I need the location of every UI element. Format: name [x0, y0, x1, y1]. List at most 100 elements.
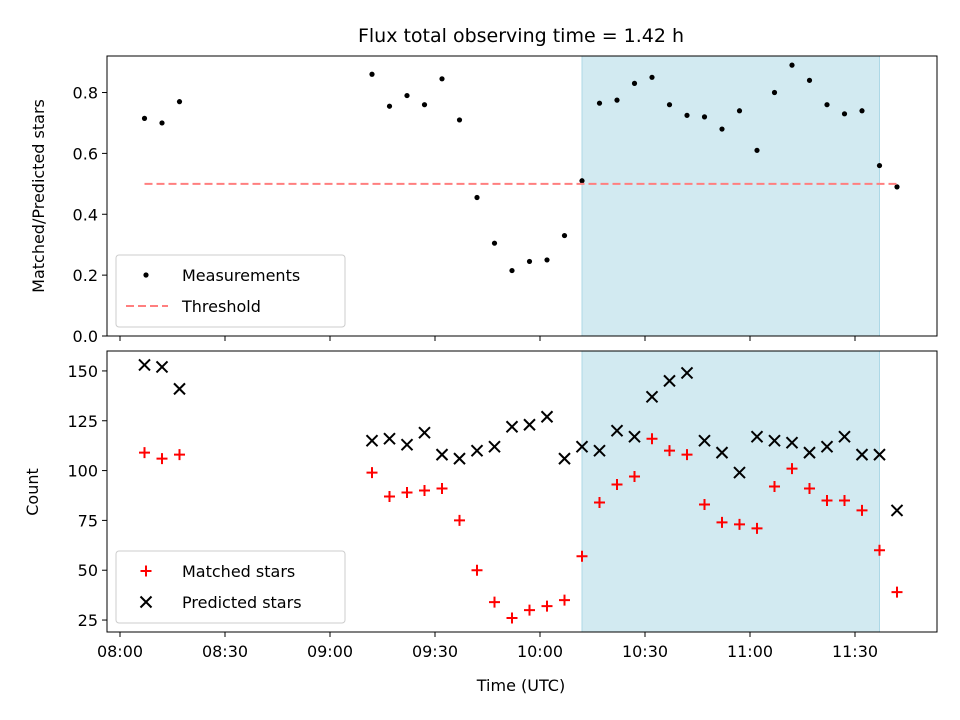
measurement-point: [894, 184, 900, 190]
matched-star-point: [716, 516, 728, 528]
matched-star-point: [139, 447, 150, 459]
measurement-point: [141, 115, 148, 121]
x-tick-label: 08:00: [97, 642, 143, 661]
x-tick-label: 10:00: [517, 642, 563, 661]
predicted-star-point: [628, 430, 641, 443]
predicted-star-point: [488, 440, 501, 453]
y-axis-label-ratio: Matched/Predicted stars: [29, 99, 48, 293]
x-axis-label: Time (UTC): [476, 676, 565, 695]
predicted-star-point: [803, 446, 816, 459]
predicted-star-point: [838, 430, 851, 443]
y-tick-label: 125: [67, 412, 98, 431]
predicted-star-point: [663, 374, 676, 388]
matched-star-point: [541, 600, 553, 612]
matched-star-point: [681, 449, 693, 461]
predicted-star-point: [785, 436, 799, 449]
measurement-point: [771, 89, 778, 96]
matched-star-point: [804, 483, 815, 495]
measurement-point: [789, 62, 795, 68]
measurement-point: [841, 111, 848, 117]
matched-star-point: [856, 504, 868, 516]
x-tick-label: 08:30: [202, 642, 248, 661]
matched-star-point: [506, 612, 518, 624]
legend-label: Measurements: [182, 266, 300, 285]
predicted-star-point: [715, 446, 729, 459]
matched-star-point: [489, 596, 500, 608]
measurement-point: [439, 76, 445, 82]
matched-star-point: [629, 471, 640, 483]
measurement-point: [421, 102, 428, 108]
measurement-point: [404, 92, 410, 99]
measurement-point: [369, 71, 375, 77]
measurement-point: [754, 147, 760, 153]
predicted-star-point: [645, 390, 659, 404]
legend-x-icon: [139, 595, 153, 609]
predicted-star-point: [365, 434, 379, 447]
x-tick-label: 10:30: [622, 642, 668, 661]
y-tick-label: 0.8: [73, 84, 98, 103]
legend-plus-icon: [140, 565, 152, 577]
measurement-point: [386, 103, 393, 109]
matched-star-point: [419, 485, 430, 497]
measurement-point: [159, 120, 165, 126]
measurement-point: [649, 74, 655, 80]
predicted-star-point: [400, 438, 414, 451]
matched-star-point: [769, 481, 780, 493]
predicted-star-point: [610, 424, 624, 437]
y-tick-label: 100: [67, 462, 98, 481]
measurement-point: [526, 258, 533, 265]
y-tick-label: 0.6: [73, 144, 98, 163]
measurement-point: [456, 117, 463, 123]
matched-star-point: [874, 544, 885, 556]
predicted-star-point: [453, 452, 466, 465]
y-tick-label: 50: [78, 561, 98, 580]
measurement-point: [509, 267, 515, 274]
y-tick-label: 0.4: [73, 205, 98, 224]
count-panel: 08:00 08:30 09:00 09:30 10:00 10:30 11:00 11:30…: [67, 350, 938, 661]
y-tick-label: 25: [78, 611, 98, 630]
matched-star-point: [646, 433, 658, 445]
matched-star-point: [664, 445, 675, 457]
legend-label: Matched stars: [182, 562, 295, 581]
measurement-point: [876, 162, 883, 169]
measurement-point: [806, 77, 813, 83]
highlight-span: [581, 350, 880, 633]
measurement-point: [684, 112, 690, 118]
matched-star-point: [611, 479, 623, 491]
predicted-star-point: [575, 440, 589, 453]
measurement-point: [176, 99, 183, 105]
predicted-star-point: [855, 448, 869, 461]
matched-star-point: [401, 486, 413, 498]
predicted-star-point: [138, 358, 151, 372]
y-tick-label: 150: [67, 362, 98, 381]
matched-star-point: [559, 594, 570, 606]
predicted-star-point: [593, 444, 606, 457]
y-tick-label: 75: [78, 511, 98, 530]
chart-title: Flux total observing time = 1.42 h: [358, 25, 684, 47]
measurement-point: [824, 102, 830, 108]
predicted-star-point: [733, 466, 746, 479]
x-tick-label: 09:00: [307, 642, 353, 661]
legend-box: [115, 550, 346, 624]
measurement-point: [736, 108, 743, 114]
predicted-star-point: [890, 504, 904, 517]
x-tick-label: 09:30: [412, 642, 458, 661]
measurement-point: [631, 80, 638, 86]
y-tick-label: 0.0: [73, 327, 98, 346]
axes-frame: [106, 55, 938, 337]
predicted-star-point: [155, 360, 169, 374]
ratio-panel: 0.0 0.2 0.4 0.6 0.8 Measurements Threshold: [73, 55, 938, 346]
predicted-star-point: [750, 430, 764, 443]
measurement-point: [579, 178, 585, 184]
predicted-star-point: [540, 410, 554, 423]
predicted-star-point: [558, 452, 571, 465]
matched-star-point: [156, 453, 168, 465]
predicted-star-point: [173, 382, 186, 396]
predicted-star-point: [820, 440, 834, 453]
measurement-point: [859, 108, 865, 114]
legend-label: Threshold: [181, 297, 261, 316]
matched-star-point: [594, 496, 605, 508]
measurement-point: [701, 114, 708, 120]
matched-star-point: [454, 514, 465, 526]
